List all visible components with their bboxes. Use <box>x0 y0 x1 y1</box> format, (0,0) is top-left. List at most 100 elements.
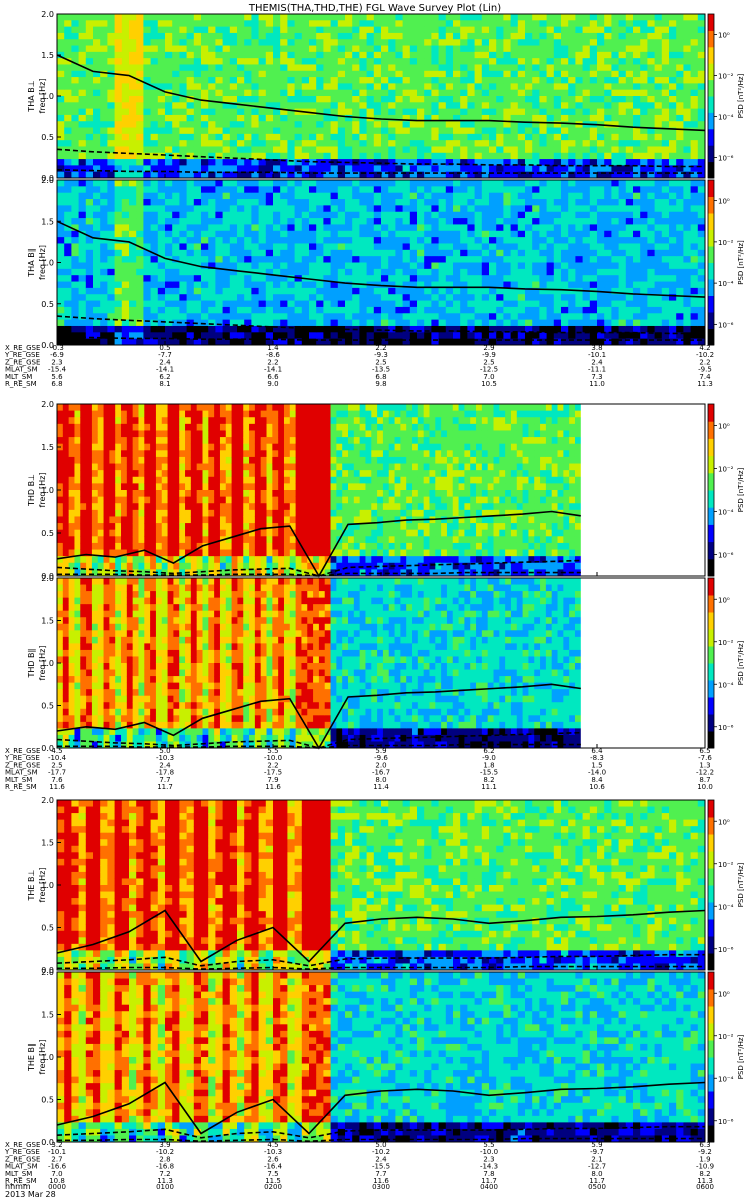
spectrogram-cell <box>547 102 555 109</box>
spectrogram-cell <box>107 275 115 282</box>
spectrogram-cell <box>575 33 583 40</box>
spectrogram-cell <box>187 294 195 301</box>
y-axis-label: freq [Hz] <box>38 245 47 280</box>
spectrogram-cell <box>539 77 547 84</box>
spectrogram-cell <box>388 212 396 219</box>
spectrogram-cell <box>683 58 691 65</box>
spectrogram-cell <box>489 263 497 270</box>
spectrogram-cell <box>683 307 691 314</box>
spectrogram-cell <box>115 96 123 103</box>
spectrogram-cell <box>446 77 454 84</box>
spectrogram-cell <box>575 186 583 193</box>
spectrogram-cell <box>93 102 101 109</box>
spectrogram-cell <box>223 243 231 250</box>
spectrogram-cell <box>410 332 418 339</box>
spectrogram-cell <box>381 153 389 160</box>
spectrogram-cell <box>367 14 375 21</box>
spectrogram-cell <box>100 153 108 160</box>
spectrogram-cell <box>410 165 418 172</box>
spectrogram-cell <box>453 121 461 128</box>
spectrogram-cell <box>115 205 123 212</box>
spectrogram-cell <box>107 52 115 59</box>
spectrogram-cell <box>201 275 209 282</box>
spectrogram-cell <box>568 58 576 65</box>
spectrogram-cell <box>395 307 403 314</box>
spectrogram-cell <box>215 58 223 65</box>
spectrogram-cell <box>122 218 130 225</box>
spectrogram-cell <box>295 83 303 90</box>
spectrogram-cell <box>179 46 187 53</box>
spectrogram-cell <box>539 102 547 109</box>
spectrogram-cell <box>633 153 641 160</box>
spectrogram-cell <box>280 218 288 225</box>
spectrogram-cell <box>575 199 583 206</box>
spectrogram-cell <box>100 269 108 276</box>
spectrogram-cell <box>395 20 403 27</box>
spectrogram-cell <box>367 27 375 34</box>
spectrogram-cell <box>208 77 216 84</box>
spectrogram-cell <box>590 199 598 206</box>
spectrogram-cell <box>57 411 63 418</box>
spectrogram-cell <box>424 14 432 21</box>
spectrogram-cell <box>63 470 69 477</box>
spectrogram-cell <box>208 102 216 109</box>
spectrogram-cell <box>151 52 159 59</box>
spectrogram-cell <box>259 275 267 282</box>
spectrogram-cell <box>381 165 389 172</box>
spectrogram-cell <box>295 256 303 263</box>
spectrogram-cell <box>597 96 605 103</box>
spectrogram-cell <box>683 205 691 212</box>
spectrogram-cell <box>640 224 648 231</box>
spectrogram-cell <box>439 212 447 219</box>
spectrogram-cell <box>158 46 166 53</box>
spectrogram-cell <box>575 224 583 231</box>
spectrogram-cell <box>302 52 310 59</box>
spectrogram-cell <box>583 109 591 116</box>
spectrogram-cell <box>273 115 281 122</box>
spectrogram-cell <box>237 77 245 84</box>
spectrogram-cell <box>475 320 483 327</box>
spectrogram-cell <box>100 231 108 238</box>
spectrogram-cell <box>107 288 115 295</box>
spectrogram-cell <box>107 307 115 314</box>
spectrogram-cell <box>316 205 324 212</box>
spectrogram-cell <box>302 231 310 238</box>
spectrogram-cell <box>93 33 101 40</box>
spectrogram-cell <box>287 46 295 53</box>
spectrogram-cell <box>280 193 288 200</box>
spectrogram-cell <box>381 58 389 65</box>
spectrogram-cell <box>511 282 519 289</box>
spectrogram-cell <box>575 218 583 225</box>
spectrogram-cell <box>698 218 706 225</box>
spectrogram-cell <box>626 269 634 276</box>
spectrogram-cell <box>143 159 151 166</box>
spectrogram-cell <box>122 39 130 46</box>
spectrogram-cell <box>129 172 137 179</box>
spectrogram-cell <box>691 193 699 200</box>
spectrogram-cell <box>187 102 195 109</box>
spectrogram-cell <box>575 237 583 244</box>
spectrogram-cell <box>338 250 346 257</box>
spectrogram-cell <box>518 20 526 27</box>
spectrogram-cell <box>331 263 339 270</box>
spectrogram-cell <box>388 301 396 308</box>
spectrogram-cell <box>280 165 288 172</box>
spectrogram-cell <box>215 282 223 289</box>
spectrogram-cell <box>143 121 151 128</box>
spectrogram-cell <box>309 218 317 225</box>
spectrogram-cell <box>266 109 274 116</box>
spectrogram-cell <box>194 52 202 59</box>
spectrogram-cell <box>561 90 569 97</box>
spectrogram-cell <box>295 27 303 34</box>
spectrogram-cell <box>345 134 353 141</box>
spectrogram-cell <box>417 58 425 65</box>
spectrogram-cell <box>309 307 317 314</box>
spectrogram-cell <box>352 212 360 219</box>
spectrogram-cell <box>518 275 526 282</box>
spectrogram-cell <box>194 313 202 320</box>
spectrogram-cell <box>482 231 490 238</box>
spectrogram-cell <box>496 193 504 200</box>
spectrogram-cell <box>518 128 526 135</box>
spectrogram-cell <box>107 102 115 109</box>
